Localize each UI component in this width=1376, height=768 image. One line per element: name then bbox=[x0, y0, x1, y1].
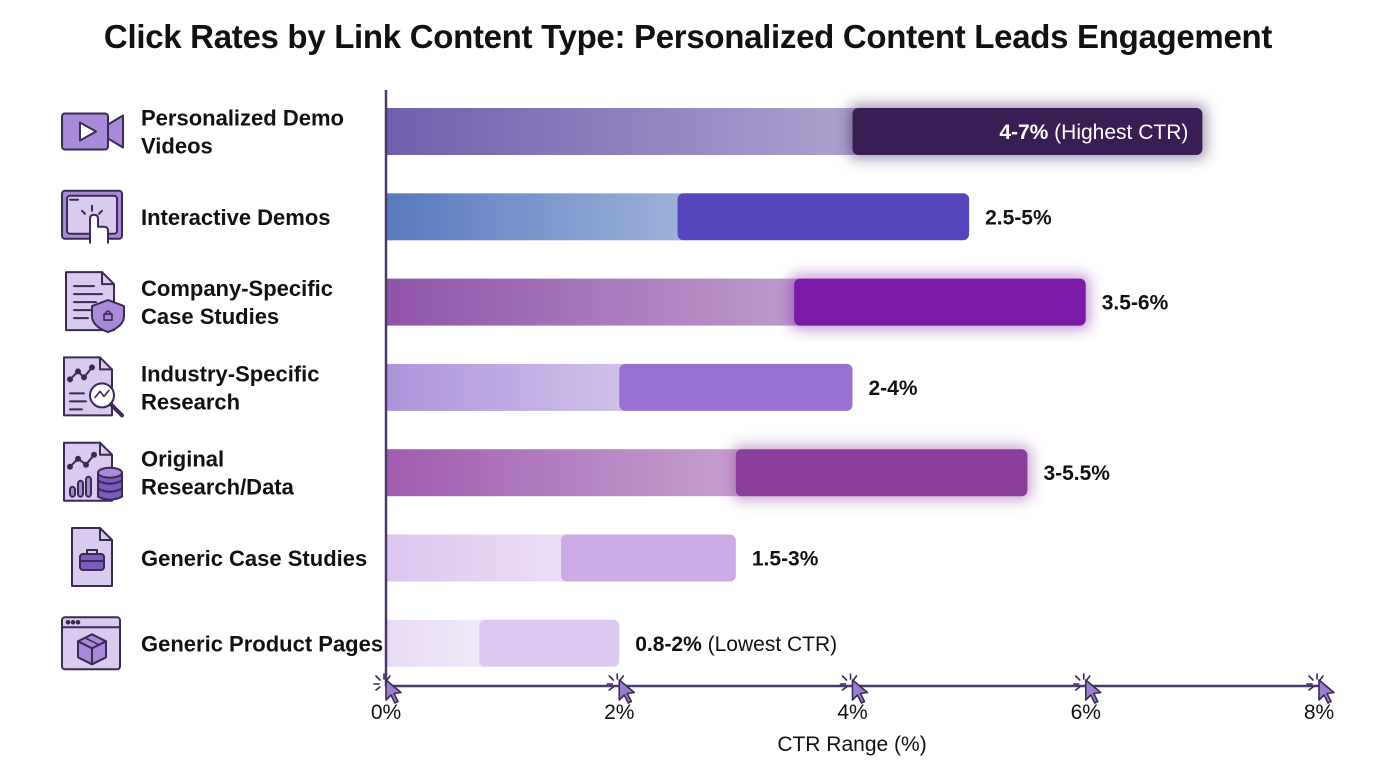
cursor-tick-icon bbox=[1072, 673, 1102, 704]
bar-lead-in bbox=[386, 449, 742, 497]
category-label: Industry-Specific Research bbox=[141, 361, 319, 414]
cursor-tick-icon bbox=[373, 673, 402, 704]
category-label: Personalized Demo Videos bbox=[141, 106, 344, 159]
document-briefcase-icon bbox=[71, 527, 113, 587]
category-label: Interactive Demos bbox=[141, 205, 331, 230]
value-label: 2-4% bbox=[869, 377, 918, 400]
category-label: Generic Product Pages bbox=[141, 631, 383, 656]
value-label: 3-5.5% bbox=[1043, 462, 1110, 485]
value-label: 2.5-5% bbox=[985, 206, 1052, 229]
document-magnifier-icon bbox=[63, 356, 124, 418]
category-labels: Personalized Demo Videos Interactive Demos… bbox=[141, 106, 383, 657]
x-axis-ticks: 0% 2% 4% 6% 8% bbox=[371, 673, 1335, 724]
video-camera-icon bbox=[61, 112, 124, 151]
bar-lead-in bbox=[386, 193, 684, 241]
x-tick-label: 2% bbox=[604, 701, 634, 724]
touch-screen-icon bbox=[61, 189, 123, 244]
bar-lead-in bbox=[386, 534, 567, 582]
category-label: Generic Case Studies bbox=[141, 546, 367, 571]
bars-layer: 4-7% (Highest CTR) 2.5-5% 3.5-6% 2-4% 3-5.5%… bbox=[386, 104, 1207, 667]
bar-range bbox=[794, 278, 1086, 326]
bar-range bbox=[479, 619, 620, 667]
bar-lead-in bbox=[386, 619, 486, 667]
bar-lead-in bbox=[386, 363, 626, 411]
bar-lead-in bbox=[386, 278, 801, 326]
bar-range bbox=[735, 449, 1028, 497]
x-tick-label: 4% bbox=[837, 701, 867, 724]
browser-box-icon bbox=[61, 616, 121, 671]
bar-lead-in bbox=[386, 108, 859, 155]
chart-title: Click Rates by Link Content Type: Person… bbox=[103, 18, 1273, 55]
value-label: 0.8-2% (Lowest CTR) bbox=[635, 633, 837, 656]
category-label: Original Research/Data bbox=[141, 447, 295, 500]
document-shield-icon bbox=[65, 271, 125, 334]
bar-range bbox=[619, 363, 853, 411]
x-tick-label: 6% bbox=[1071, 701, 1101, 724]
x-tick-label: 0% bbox=[371, 701, 401, 724]
bar-range bbox=[677, 193, 970, 241]
bar-range bbox=[560, 534, 736, 582]
cursor-tick-icon bbox=[1306, 673, 1335, 704]
x-tick-label: 8% bbox=[1304, 701, 1334, 724]
category-icons bbox=[61, 112, 125, 671]
value-label: 3.5-6% bbox=[1102, 292, 1169, 315]
value-label: 4-7% (Highest CTR) bbox=[999, 121, 1188, 144]
chart-database-icon bbox=[63, 441, 123, 502]
bar-range bbox=[852, 108, 1203, 155]
value-label: 1.5-3% bbox=[752, 548, 819, 571]
cursor-tick-icon bbox=[839, 673, 869, 704]
cursor-tick-icon bbox=[606, 673, 636, 704]
category-label: Company-Specific Case Studies bbox=[141, 276, 333, 329]
x-axis-title: CTR Range (%) bbox=[777, 733, 926, 756]
